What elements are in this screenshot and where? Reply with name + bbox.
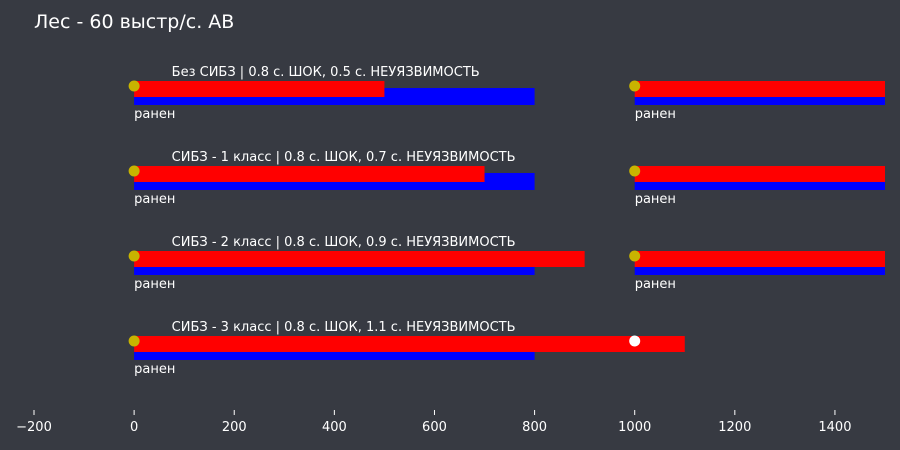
yellow-dot-2-2 (629, 165, 641, 177)
white-dot-4-1 (629, 335, 641, 347)
x-tick-label-2: 0 (130, 420, 138, 435)
yellow-dot-3-2 (629, 250, 641, 262)
annotation-ranen-3-1: ранен (134, 277, 175, 292)
yellow-dot-1-2 (629, 80, 641, 92)
bar-row-3: СИБЗ - 2 класс | 0.8 с. ШОК, 0.9 с. НЕУЯ… (128, 235, 885, 292)
red-bar-3-2 (634, 251, 885, 267)
chart-title: Лес - 60 выстр/с. АВ (34, 11, 235, 33)
yellow-dot-3-1 (128, 250, 140, 262)
red-bar-2-2 (634, 166, 885, 182)
x-tick-label-4: 400 (322, 420, 347, 435)
x-tick-label-6: 800 (522, 420, 547, 435)
red-bar-3-1 (134, 251, 585, 267)
marks-layer: Без СИБЗ | 0.8 с. ШОК, 0.5 с. НЕУЯЗВИМОС… (128, 65, 885, 377)
red-bar-2-1 (134, 166, 485, 182)
annotation-ranen-3-2: ранен (635, 277, 676, 292)
row-label-1: Без СИБЗ | 0.8 с. ШОК, 0.5 с. НЕУЯЗВИМОС… (172, 65, 480, 80)
red-bar-4-1 (134, 336, 685, 352)
x-axis: −200 0 200 400 600 800 1000 1200 1400 (16, 410, 851, 435)
row-label-4: СИБЗ - 3 класс | 0.8 с. ШОК, 1.1 с. НЕУЯ… (172, 320, 516, 335)
x-tick-label-5: 600 (422, 420, 447, 435)
row-label-2: СИБЗ - 1 класс | 0.8 с. ШОК, 0.7 с. НЕУЯ… (172, 150, 516, 165)
annotation-ranen-1-2: ранен (635, 107, 676, 122)
x-tick-label-1: −200 (16, 420, 52, 435)
annotation-ranen-2-1: ранен (134, 192, 175, 207)
x-tick-label-7: 1000 (618, 420, 651, 435)
x-tick-label-9: 1400 (818, 420, 851, 435)
row-label-3: СИБЗ - 2 класс | 0.8 с. ШОК, 0.9 с. НЕУЯ… (172, 235, 516, 250)
yellow-dot-2-1 (128, 165, 140, 177)
yellow-dot-1-1 (128, 80, 140, 92)
red-bar-1-2 (634, 81, 885, 97)
x-tick-label-8: 1200 (718, 420, 751, 435)
annotation-ranen-4-1: ранен (134, 362, 175, 377)
x-tick-label-3: 200 (222, 420, 247, 435)
bar-row-2: СИБЗ - 1 класс | 0.8 с. ШОК, 0.7 с. НЕУЯ… (128, 150, 885, 207)
annotation-ranen-1-1: ранен (134, 107, 175, 122)
bar-row-4: СИБЗ - 3 класс | 0.8 с. ШОК, 1.1 с. НЕУЯ… (128, 320, 685, 377)
yellow-dot-4-1 (128, 335, 140, 347)
red-bar-1-1 (134, 81, 385, 97)
annotation-ranen-2-2: ранен (635, 192, 676, 207)
bar-row-1: Без СИБЗ | 0.8 с. ШОК, 0.5 с. НЕУЯЗВИМОС… (128, 65, 885, 122)
